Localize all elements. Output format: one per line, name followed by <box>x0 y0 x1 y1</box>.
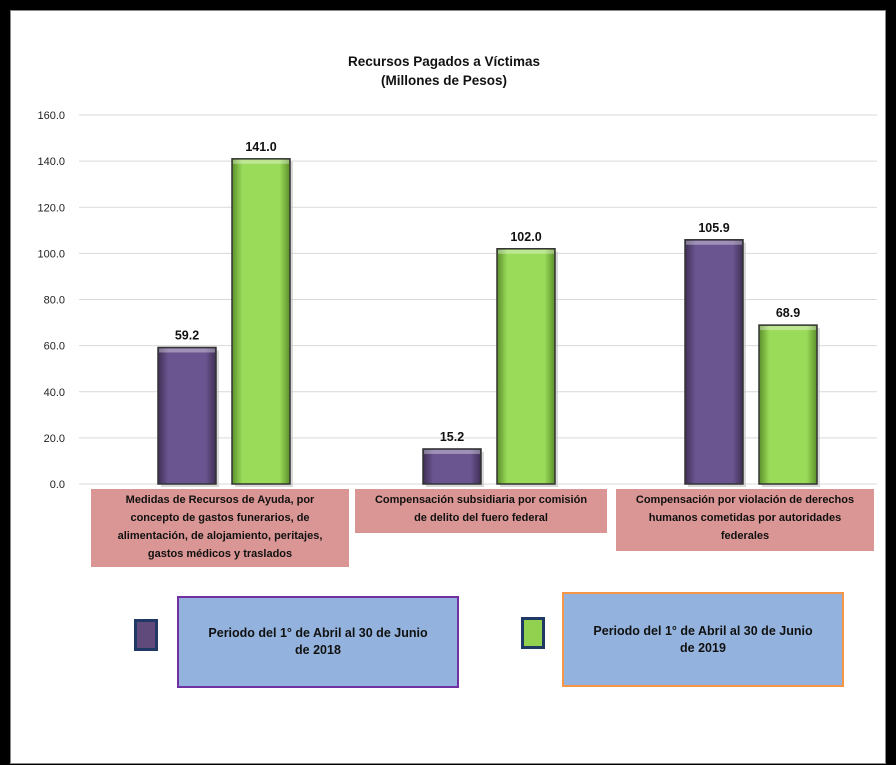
y-tick-label: 140.0 <box>37 156 65 168</box>
bar-highlight <box>424 449 480 454</box>
bar-highlight <box>686 240 742 245</box>
y-tick-label: 80.0 <box>44 295 65 307</box>
category-label-line: Compensación subsidiaria por comisión <box>375 494 587 506</box>
chart-frame: Recursos Pagados a Víctimas (Millones de… <box>10 10 886 764</box>
category-label-2: Compensación subsidiaria por comisión de … <box>355 489 607 533</box>
bar <box>231 158 291 485</box>
bar-group: 102.0 <box>496 230 558 487</box>
category-label-bg <box>616 489 874 551</box>
legend-label-2019-line1: Periodo del 1° de Abril al 30 de Junio <box>593 623 813 638</box>
y-tick-label: 160.0 <box>37 110 65 122</box>
bar-group: 141.0 <box>231 140 293 487</box>
chart-title: Recursos Pagados a Víctimas <box>348 54 540 69</box>
category-label-line: Medidas de Recursos de Ayuda, por <box>126 494 315 506</box>
category-labels: Medidas de Recursos de Ayuda, por concept… <box>91 489 874 567</box>
legend-item-2018: Periodo del 1° de Abril al 30 de Junio d… <box>177 596 459 688</box>
legend-swatch-2019 <box>521 617 545 649</box>
bar-group: 68.9 <box>758 306 820 487</box>
category-label-bg <box>355 489 607 533</box>
legend-label-2018-line1: Periodo del 1° de Abril al 30 de Junio <box>208 626 428 641</box>
category-label-1: Medidas de Recursos de Ayuda, por concept… <box>91 489 349 567</box>
bar-value-label: 68.9 <box>776 306 800 320</box>
y-tick-label: 0.0 <box>50 479 65 491</box>
bar <box>758 324 818 485</box>
category-label-line: federales <box>721 530 769 542</box>
legend-label-2019-line2: de 2019 <box>680 640 726 655</box>
bar-group: 59.2 <box>157 328 219 487</box>
y-tick-label: 20.0 <box>44 433 65 445</box>
bar-highlight <box>760 326 816 331</box>
legend-item-2019: Periodo del 1° de Abril al 30 de Junio d… <box>562 592 844 687</box>
y-tick-label: 100.0 <box>37 248 65 260</box>
bar-value-label: 102.0 <box>510 230 541 244</box>
y-tick-label: 120.0 <box>37 202 65 214</box>
category-label-line: alimentación, de alojamiento, peritajes, <box>118 530 323 542</box>
bar-chart: Recursos Pagados a Víctimas (Millones de… <box>37 54 877 567</box>
bar-group: 15.2 <box>422 430 484 487</box>
category-label-3: Compensación por violación de derechos hu… <box>616 489 874 551</box>
bar <box>684 239 744 485</box>
bar-highlight <box>159 348 215 353</box>
category-label-line: gastos médicos y traslados <box>148 548 292 560</box>
legend-swatch-2018 <box>134 619 158 651</box>
category-label-line: concepto de gastos funerarios, de <box>130 512 309 524</box>
chart-subtitle: (Millones de Pesos) <box>381 73 507 88</box>
bars: 59.2 15.2 105.9 141.0 102.0 68.9 <box>157 140 820 487</box>
bar <box>422 448 482 485</box>
bar-value-label: 59.2 <box>175 328 199 342</box>
bar-value-label: 15.2 <box>440 430 464 444</box>
legend-label-2018-line2: de 2018 <box>295 643 341 657</box>
category-label-line: Compensación por violación de derechos <box>636 494 854 506</box>
y-axis-ticks: 0.0 20.0 40.0 60.0 80.0 100.0 120.0 140.0 160.0 <box>37 110 65 491</box>
bar <box>496 248 556 485</box>
bar-value-label: 105.9 <box>698 221 729 235</box>
category-label-line: humanos cometidas por autoridades <box>649 512 842 524</box>
category-label-bg <box>91 489 349 567</box>
bar-highlight <box>233 159 289 164</box>
bar <box>157 346 217 485</box>
bar-group: 105.9 <box>684 221 746 487</box>
y-tick-label: 40.0 <box>44 387 65 399</box>
bar-highlight <box>498 249 554 254</box>
y-tick-label: 60.0 <box>44 341 65 353</box>
category-label-line: de delito del fuero federal <box>414 512 548 524</box>
bar-value-label: 141.0 <box>245 140 276 154</box>
